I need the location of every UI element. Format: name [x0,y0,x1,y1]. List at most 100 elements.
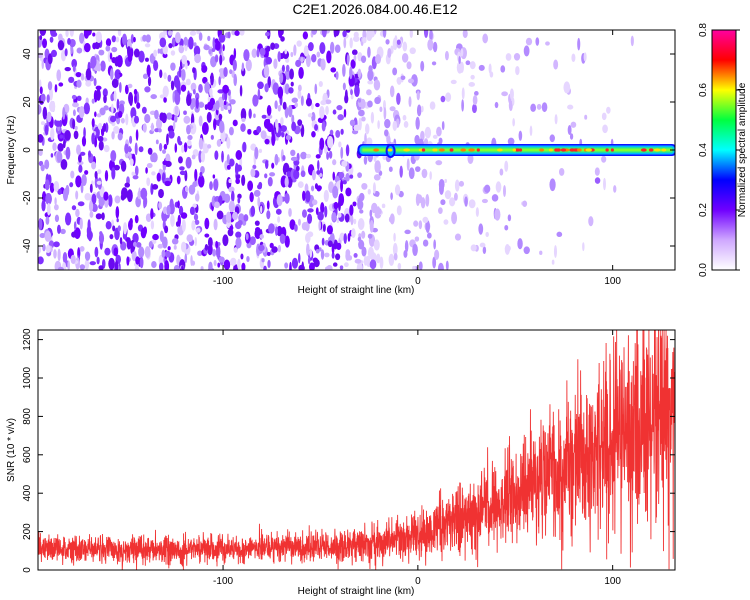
noise-blob [408,167,415,180]
colorbar-tick-label: 0.6 [698,83,709,97]
noise-blob [334,44,341,53]
noise-blob [342,63,346,77]
noise-blob [345,30,351,33]
noise-blob [116,218,119,223]
noise-blob [275,208,282,215]
noise-blob [86,225,92,237]
noise-blob [389,213,395,225]
noise-blob [226,154,230,165]
noise-blob [461,87,465,100]
noise-blob [375,54,382,65]
noise-blob [271,133,276,146]
spectrogram-y-ticks: -40 -20 0 20 40 [22,48,675,253]
noise-blob [280,36,285,42]
noise-blob [79,151,86,156]
noise-blob [237,174,241,179]
noise-blob [319,42,326,55]
noise-blob [114,195,121,204]
signal-hotspot [585,148,593,152]
noise-blob [345,187,352,197]
noise-blob [64,129,71,141]
noise-blob [60,158,68,170]
noise-blob [449,197,456,207]
noise-blob [105,38,112,47]
noise-blob [409,30,413,39]
noise-blob [229,225,234,231]
noise-blob [214,150,219,161]
noise-blob [44,159,50,170]
noise-blob [161,249,166,258]
noise-blob [219,54,223,66]
noise-blob [434,249,440,261]
noise-blob [411,74,418,87]
noise-blob [206,111,212,123]
noise-blob [150,208,154,220]
noise-blob [335,71,339,80]
noise-blob [139,256,144,269]
noise-blob [504,160,509,172]
noise-blob [96,88,101,101]
noise-blob [192,203,197,208]
noise-blob [181,145,185,153]
noise-blob [331,243,335,254]
noise-blob [240,123,246,132]
noise-blob [175,78,181,92]
noise-blob [316,51,321,58]
noise-blob [170,80,175,91]
noise-blob [297,84,302,92]
noise-blob [194,105,200,113]
noise-blob [290,149,296,157]
noise-blob [582,242,585,252]
noise-blob [306,153,312,159]
noise-blob [338,171,345,179]
noise-blob [326,50,332,64]
noise-blob [110,93,115,102]
noise-blob [193,42,197,47]
noise-blob [370,111,375,124]
noise-blob [336,105,343,111]
noise-blob [346,53,350,67]
noise-blob [337,114,344,121]
snr-series [38,330,675,570]
noise-blob [46,94,50,103]
noise-blob [54,197,57,206]
noise-blob [91,161,97,170]
noise-blob [420,197,426,209]
noise-blob [208,261,213,270]
noise-blob [320,58,326,71]
noise-blob [163,143,168,150]
noise-blob [305,190,311,203]
noise-blob [162,160,169,166]
noise-blob [233,73,238,87]
noise-blob [297,119,303,127]
noise-blob [396,79,402,85]
snr-x-label: Height of straight line (km) [298,586,415,597]
noise-blob [45,193,52,205]
noise-blob [60,228,66,235]
noise-blob [285,64,290,72]
noise-blob [377,120,380,130]
noise-blob [91,203,98,213]
noise-blob [254,220,260,226]
noise-blob [257,88,261,100]
noise-blob [156,172,161,182]
noise-blob [92,32,96,37]
noise-blob [115,36,120,43]
noise-blob [331,212,337,222]
noise-blob [485,231,489,237]
signal-hotspot [554,148,559,152]
noise-blob [505,53,512,61]
y-tick-label: 0 [22,567,33,573]
noise-blob [440,95,446,103]
noise-blob [53,249,57,259]
signal-hotspot [610,148,614,152]
noise-blob [332,171,336,181]
noise-blob [250,205,256,217]
noise-blob [57,248,61,262]
noise-blob [85,68,92,81]
noise-blob [213,178,219,191]
noise-blob [294,224,298,232]
noise-blob [320,249,325,260]
noise-blob [138,146,144,153]
noise-blob [154,109,159,120]
